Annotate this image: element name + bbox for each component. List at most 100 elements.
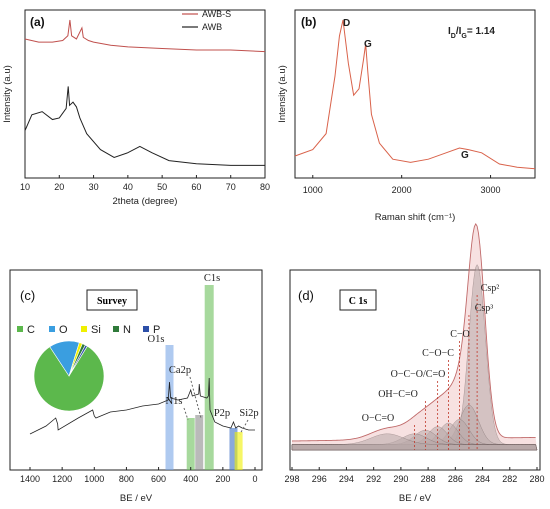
survey-spectrum-line: [29, 377, 255, 435]
x-tick-label: 1000: [303, 185, 323, 195]
raman-2g-label: G: [461, 150, 469, 161]
legend-label-awb-s: AWB-S: [202, 9, 231, 19]
panel-a-label: (a): [30, 15, 45, 29]
x-tick-label: 290: [393, 474, 408, 484]
ca2p-leader-line: [189, 376, 202, 419]
panel-d: 298 296 294 292 290 288 286 284 282 280 BE / eV (…: [284, 223, 545, 504]
panel-a: (a) Intensity (a.u) 2theta (degree) 10 20…: [2, 9, 270, 207]
peak-band-o1s: [165, 345, 174, 470]
panel-a-legend: AWB-S AWB: [182, 9, 231, 32]
x-tick-label: 80: [260, 182, 270, 192]
x-tick-label: 2000: [392, 185, 412, 195]
c1s-label-6: O−C=O: [362, 413, 394, 424]
x-tick-label: 50: [157, 182, 167, 192]
x-tick-label: 600: [151, 474, 166, 484]
x-tick-label: 200: [215, 474, 230, 484]
c1s-title-box: [339, 289, 377, 311]
panel-b: (b) Intensity (a.u) Raman shift (cm⁻¹) 1…: [277, 9, 536, 223]
series-line-awb-s: [24, 19, 266, 53]
x-tick-label: 800: [119, 474, 134, 484]
x-tick-label: 0: [252, 474, 257, 484]
x-tick-label: 294: [339, 474, 354, 484]
pie-legend-label-o: O: [59, 324, 68, 336]
peak-band-ca2p: [195, 415, 204, 470]
element-pie-chart: [33, 340, 105, 412]
pie-legend-swatch-c: [17, 326, 23, 332]
panel-c-label: (c): [20, 288, 35, 303]
pie-slice-p: [68, 344, 88, 377]
panel-c-bands: [165, 285, 243, 470]
peak-label-ca2p: Ca2p: [169, 365, 191, 376]
panel-a-ylabel: Intensity (a.u): [2, 65, 13, 123]
pie-legend-swatch-p: [143, 326, 149, 332]
x-tick-label: 298: [284, 474, 299, 484]
c1s-label-1: Csp³: [475, 303, 494, 314]
x-tick-label: 30: [89, 182, 99, 192]
c1s-label-0: Csp²: [481, 283, 500, 294]
panel-d-droplines: [414, 295, 478, 450]
raman-spectrum-line: [294, 19, 536, 170]
peak-label-p2p: P2p: [214, 408, 230, 419]
peak-band-c1s: [204, 285, 214, 470]
x-tick-label: 3000: [481, 185, 501, 195]
x-tick-label: 1200: [52, 474, 72, 484]
panel-d-label: (d): [298, 288, 314, 303]
survey-title: Survey: [97, 296, 127, 307]
x-tick-label: 60: [191, 182, 201, 192]
panel-b-xlabel: Raman shift (cm⁻¹): [375, 212, 456, 223]
panel-b-ylabel: Intensity (a.u): [277, 65, 288, 123]
pie-legend-label-si: Si: [91, 324, 101, 336]
survey-title-box: [86, 289, 138, 311]
pie-legend-swatch-si: [81, 326, 87, 332]
panel-c-xticks: 1400 1200 1000 800 600 400 200 0: [20, 467, 258, 484]
panel-c-xlabel: BE / eV: [120, 493, 153, 504]
c1s-label-3: C−O−C: [422, 348, 454, 359]
pie-legend-swatch-n: [113, 326, 119, 332]
peak-label-o1s: O1s: [148, 334, 165, 345]
x-tick-label: 284: [475, 474, 490, 484]
pie-legend-label-n: N: [123, 324, 131, 336]
x-tick-label: 40: [123, 182, 133, 192]
c1s-label-4: O−C−O/C=O: [391, 369, 446, 380]
si2p-leader-line: [239, 419, 249, 435]
peak-label-n1s: N1s: [166, 396, 183, 407]
panel-c-lines: [29, 377, 255, 435]
x-tick-label: 296: [312, 474, 327, 484]
panel-b-xticks: 1000 2000 3000: [303, 175, 501, 195]
x-tick-label: 1400: [20, 474, 40, 484]
raman-g-label: G: [364, 39, 372, 50]
x-tick-label: 10: [20, 182, 30, 192]
survey-peak-labels: C1s O1s Ca2p N1s P2p Si2p: [148, 273, 259, 435]
pie-legend-label-c: C: [27, 324, 35, 336]
peak-band-p2p: [229, 428, 238, 470]
pie-legend: C O Si N P: [17, 324, 160, 336]
c1s-label-5: OH−C=O: [378, 389, 418, 400]
panel-a-xticks: 10 20 30 40 50 60 70 80: [20, 175, 270, 192]
c1s-title: C 1s: [349, 296, 368, 307]
x-tick-label: 20: [54, 182, 64, 192]
peak-label-c1s: C1s: [204, 273, 220, 284]
x-tick-label: 288: [421, 474, 436, 484]
panel-a-lines: [24, 19, 266, 166]
x-tick-label: 280: [529, 474, 544, 484]
panel-d-xlabel: BE / eV: [399, 493, 432, 504]
series-line-awb: [24, 86, 265, 166]
panel-a-xlabel: 2theta (degree): [113, 196, 178, 207]
x-tick-label: 286: [448, 474, 463, 484]
x-tick-label: 1000: [84, 474, 104, 484]
c1s-envelope-line: [291, 223, 536, 442]
c1s-label-2: C−O: [450, 329, 470, 340]
panel-a-frame: [24, 9, 266, 179]
legend-label-awb: AWB: [202, 22, 222, 32]
peak-label-si2p: Si2p: [239, 408, 258, 419]
panel-c: 1400 1200 1000 800 600 400 200 0 BE / eV (c) Su…: [9, 269, 263, 504]
panel-b-label: (b): [301, 15, 316, 29]
x-tick-label: 400: [183, 474, 198, 484]
x-tick-label: 282: [502, 474, 517, 484]
peak-band-si2p: [234, 432, 243, 470]
peak-band-n1s: [186, 418, 195, 470]
x-tick-label: 292: [366, 474, 381, 484]
panel-b-frame: [294, 9, 536, 179]
panel-d-xticks: 298 296 294 292 290 288 286 284 282 280: [284, 467, 545, 484]
